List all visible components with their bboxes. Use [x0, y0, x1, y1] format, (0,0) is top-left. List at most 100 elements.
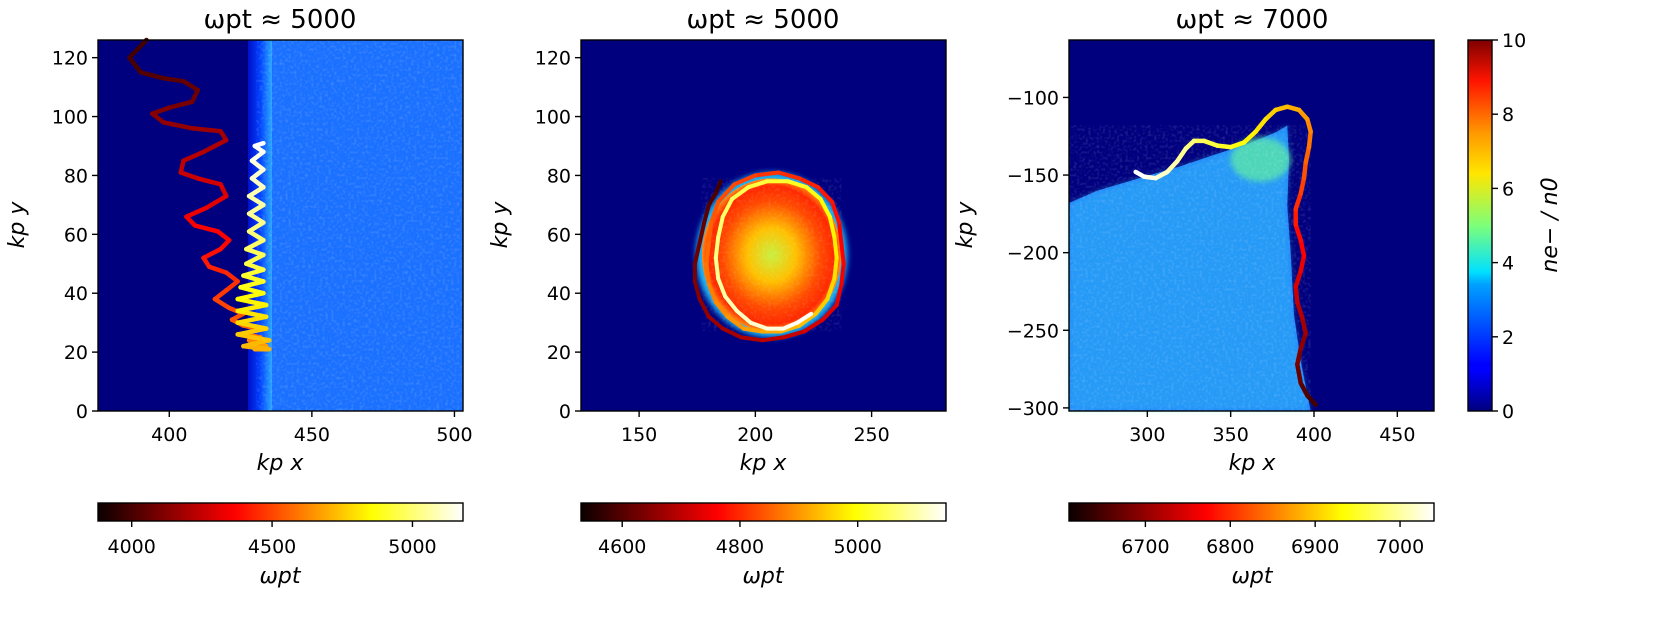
colorbar-tick-label: 6800 — [1206, 536, 1254, 558]
y-tick-label: 120 — [52, 48, 88, 70]
trajectory-segment — [1175, 146, 1188, 164]
trajectory-segment — [837, 220, 844, 246]
panel-1-title: ωpt ≈ 5000 — [204, 5, 357, 35]
trajectory-segment — [820, 303, 839, 322]
panel-3-plot-area — [1068, 39, 1435, 412]
trajectory-segment — [246, 211, 266, 225]
colorbar-tick-label: 4600 — [598, 536, 646, 558]
trajectory-segment — [184, 205, 209, 219]
panel-2-frame — [580, 39, 947, 412]
trajectory-segment — [161, 76, 186, 84]
x-tick-label: 300 — [1129, 424, 1165, 446]
colorbar-tick-label: 6900 — [1291, 536, 1339, 558]
panel-1-x-ticks: 400 450 500 — [151, 411, 473, 446]
time-colorbar-2-frame — [580, 502, 947, 522]
trajectory-segment — [246, 193, 266, 208]
trajectory-segment — [1241, 129, 1258, 145]
y-tick-label: −100 — [1007, 87, 1059, 109]
panel-3: ωpt ≈ 7000 300 350 400 450 −300 −250 −200 −150… — [953, 5, 1435, 476]
density-colorbar-tick-label: 0 — [1502, 401, 1514, 423]
y-tick-label: 40 — [547, 283, 571, 305]
trajectory-segment — [839, 261, 846, 287]
trajectory-segment — [716, 276, 728, 299]
trajectory-segment — [725, 314, 746, 331]
colorbar-tick-label: 6700 — [1121, 536, 1169, 558]
time-colorbar-1-ticks: 4000 4500 5000 — [108, 521, 437, 558]
density-colorbar-tick-label: 2 — [1502, 327, 1514, 349]
trajectory-segment — [816, 185, 835, 204]
y-tick-label: 80 — [547, 165, 571, 187]
panel-1-density-map — [248, 40, 463, 411]
panel-1-y-ticks: 0 20 40 60 80 100 120 — [52, 48, 98, 423]
trajectory-segment — [249, 158, 266, 172]
density-colorbar-tick-label: 6 — [1502, 178, 1514, 200]
trajectory-segment — [730, 185, 751, 201]
trajectory-segment — [215, 229, 232, 243]
trajectory-segment — [802, 317, 825, 334]
trajectory-segment — [252, 140, 266, 149]
trajectory-segment — [201, 137, 229, 155]
trajectory-segment — [249, 167, 266, 181]
trajectory-segment — [1253, 116, 1268, 134]
y-tick-label: −300 — [1007, 398, 1059, 420]
colorbar-tick-label: 5000 — [834, 536, 882, 558]
trajectory-segment — [181, 149, 206, 163]
trajectory-segment — [706, 314, 725, 331]
density-colorbar-tick-label: 10 — [1502, 30, 1526, 52]
trajectory-segment — [697, 297, 711, 319]
density-colorbar-ticks: 0 2 4 6 8 10 — [1492, 30, 1526, 423]
time-colorbar-1-frame — [97, 502, 464, 522]
time-colorbar-3-label: ωpt — [1231, 564, 1273, 589]
x-tick-label: 200 — [737, 424, 773, 446]
trajectory-segment — [1298, 380, 1310, 398]
trajectory-segment — [734, 308, 753, 325]
trajectory-segment — [702, 202, 711, 225]
y-tick-label: 60 — [64, 224, 88, 246]
trajectory-segment — [813, 297, 830, 316]
colorbar-tick-label: 4800 — [716, 536, 764, 558]
trajectory-segment — [753, 170, 781, 178]
time-colorbar-2-label: ωpt — [742, 564, 784, 589]
panel-3-title: ωpt ≈ 7000 — [1176, 5, 1329, 35]
x-tick-label: 350 — [1213, 424, 1249, 446]
time-colorbar-2: 4600 4800 5000 ωpt — [580, 502, 947, 589]
trajectory-segment — [746, 179, 769, 190]
trajectory-segment — [785, 179, 809, 190]
trajectory-segment — [1298, 253, 1307, 274]
y-tick-label: −150 — [1007, 165, 1059, 187]
colorbar-tick-label: 4500 — [248, 536, 296, 558]
trajectory-segment — [706, 220, 714, 246]
panel-1-x-axis-label: kp x — [257, 451, 305, 476]
trajectory-segment — [732, 173, 758, 187]
trajectory-segment — [832, 255, 839, 281]
trajectory-segment — [192, 223, 221, 234]
panel-2-y-ticks: 0 20 40 60 80 100 120 — [535, 48, 581, 423]
trajectory-segment — [1293, 269, 1303, 290]
trajectory-segment — [204, 193, 229, 211]
panel-1-y-axis-label: kp y — [5, 201, 30, 249]
trajectory-segment — [716, 214, 725, 240]
trajectory-segment — [224, 279, 240, 293]
trajectory-segment — [1133, 169, 1147, 179]
panel-3-y-ticks: −300 −250 −200 −150 −100 — [1007, 87, 1069, 420]
x-tick-label: 400 — [151, 424, 187, 446]
trajectory-segment — [249, 149, 266, 163]
x-tick-label: 150 — [621, 424, 657, 446]
y-tick-label: 40 — [64, 283, 88, 305]
trajectory-segment — [167, 99, 195, 110]
trajectory-segment — [249, 176, 266, 190]
trajectory-segment — [1293, 191, 1303, 212]
colorbar-tick-label: 4000 — [108, 536, 156, 558]
trajectory-segment — [704, 261, 711, 287]
trajectory-segment — [246, 184, 266, 199]
trajectory-segment — [723, 294, 739, 313]
trajectory-segment — [1301, 160, 1308, 181]
y-tick-label: 20 — [64, 342, 88, 364]
trajectory-segment — [1228, 140, 1247, 150]
x-tick-label: 250 — [853, 424, 889, 446]
panel-3-trajectory — [1133, 104, 1318, 408]
trajectory-segment — [825, 276, 837, 302]
trajectory-segment — [201, 246, 223, 261]
y-tick-label: 120 — [535, 48, 571, 70]
